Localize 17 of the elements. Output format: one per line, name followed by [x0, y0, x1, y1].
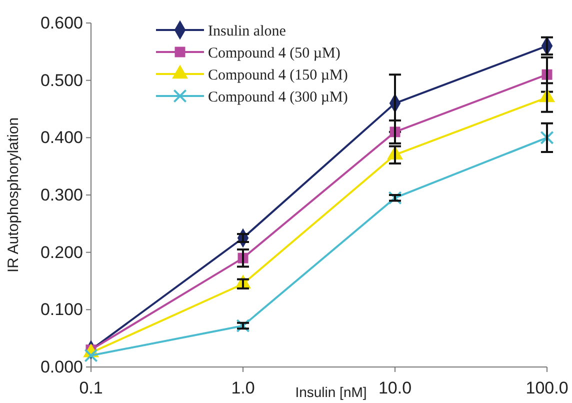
x-tick-label: 1.0	[231, 378, 255, 398]
legend-label: Compound 4 (150 µM)	[208, 67, 348, 84]
legend-label: Compound 4 (300 µM)	[208, 89, 348, 106]
y-tick-label: 0.000	[40, 357, 83, 376]
legend-label: Insulin alone	[208, 23, 286, 40]
y-tick-label: 0.200	[40, 242, 83, 262]
y-tick-label: 0.500	[40, 70, 83, 90]
y-tick-label: 0.400	[40, 128, 83, 148]
x-tick-label: 100.0	[526, 378, 568, 398]
x-tick-label: 0.1	[79, 378, 103, 398]
x-tick-label: 10.0	[378, 378, 412, 398]
x-axis-title: Insulin [nM]	[295, 384, 367, 400]
legend-label: Compound 4 (50 µM)	[208, 45, 340, 62]
y-tick-label: 0.300	[40, 185, 83, 204]
y-tick-label: 0.100	[40, 300, 83, 320]
y-tick-label: 0.600	[40, 13, 83, 32]
y-axis-title: IR Autophosphorylation	[5, 117, 22, 273]
